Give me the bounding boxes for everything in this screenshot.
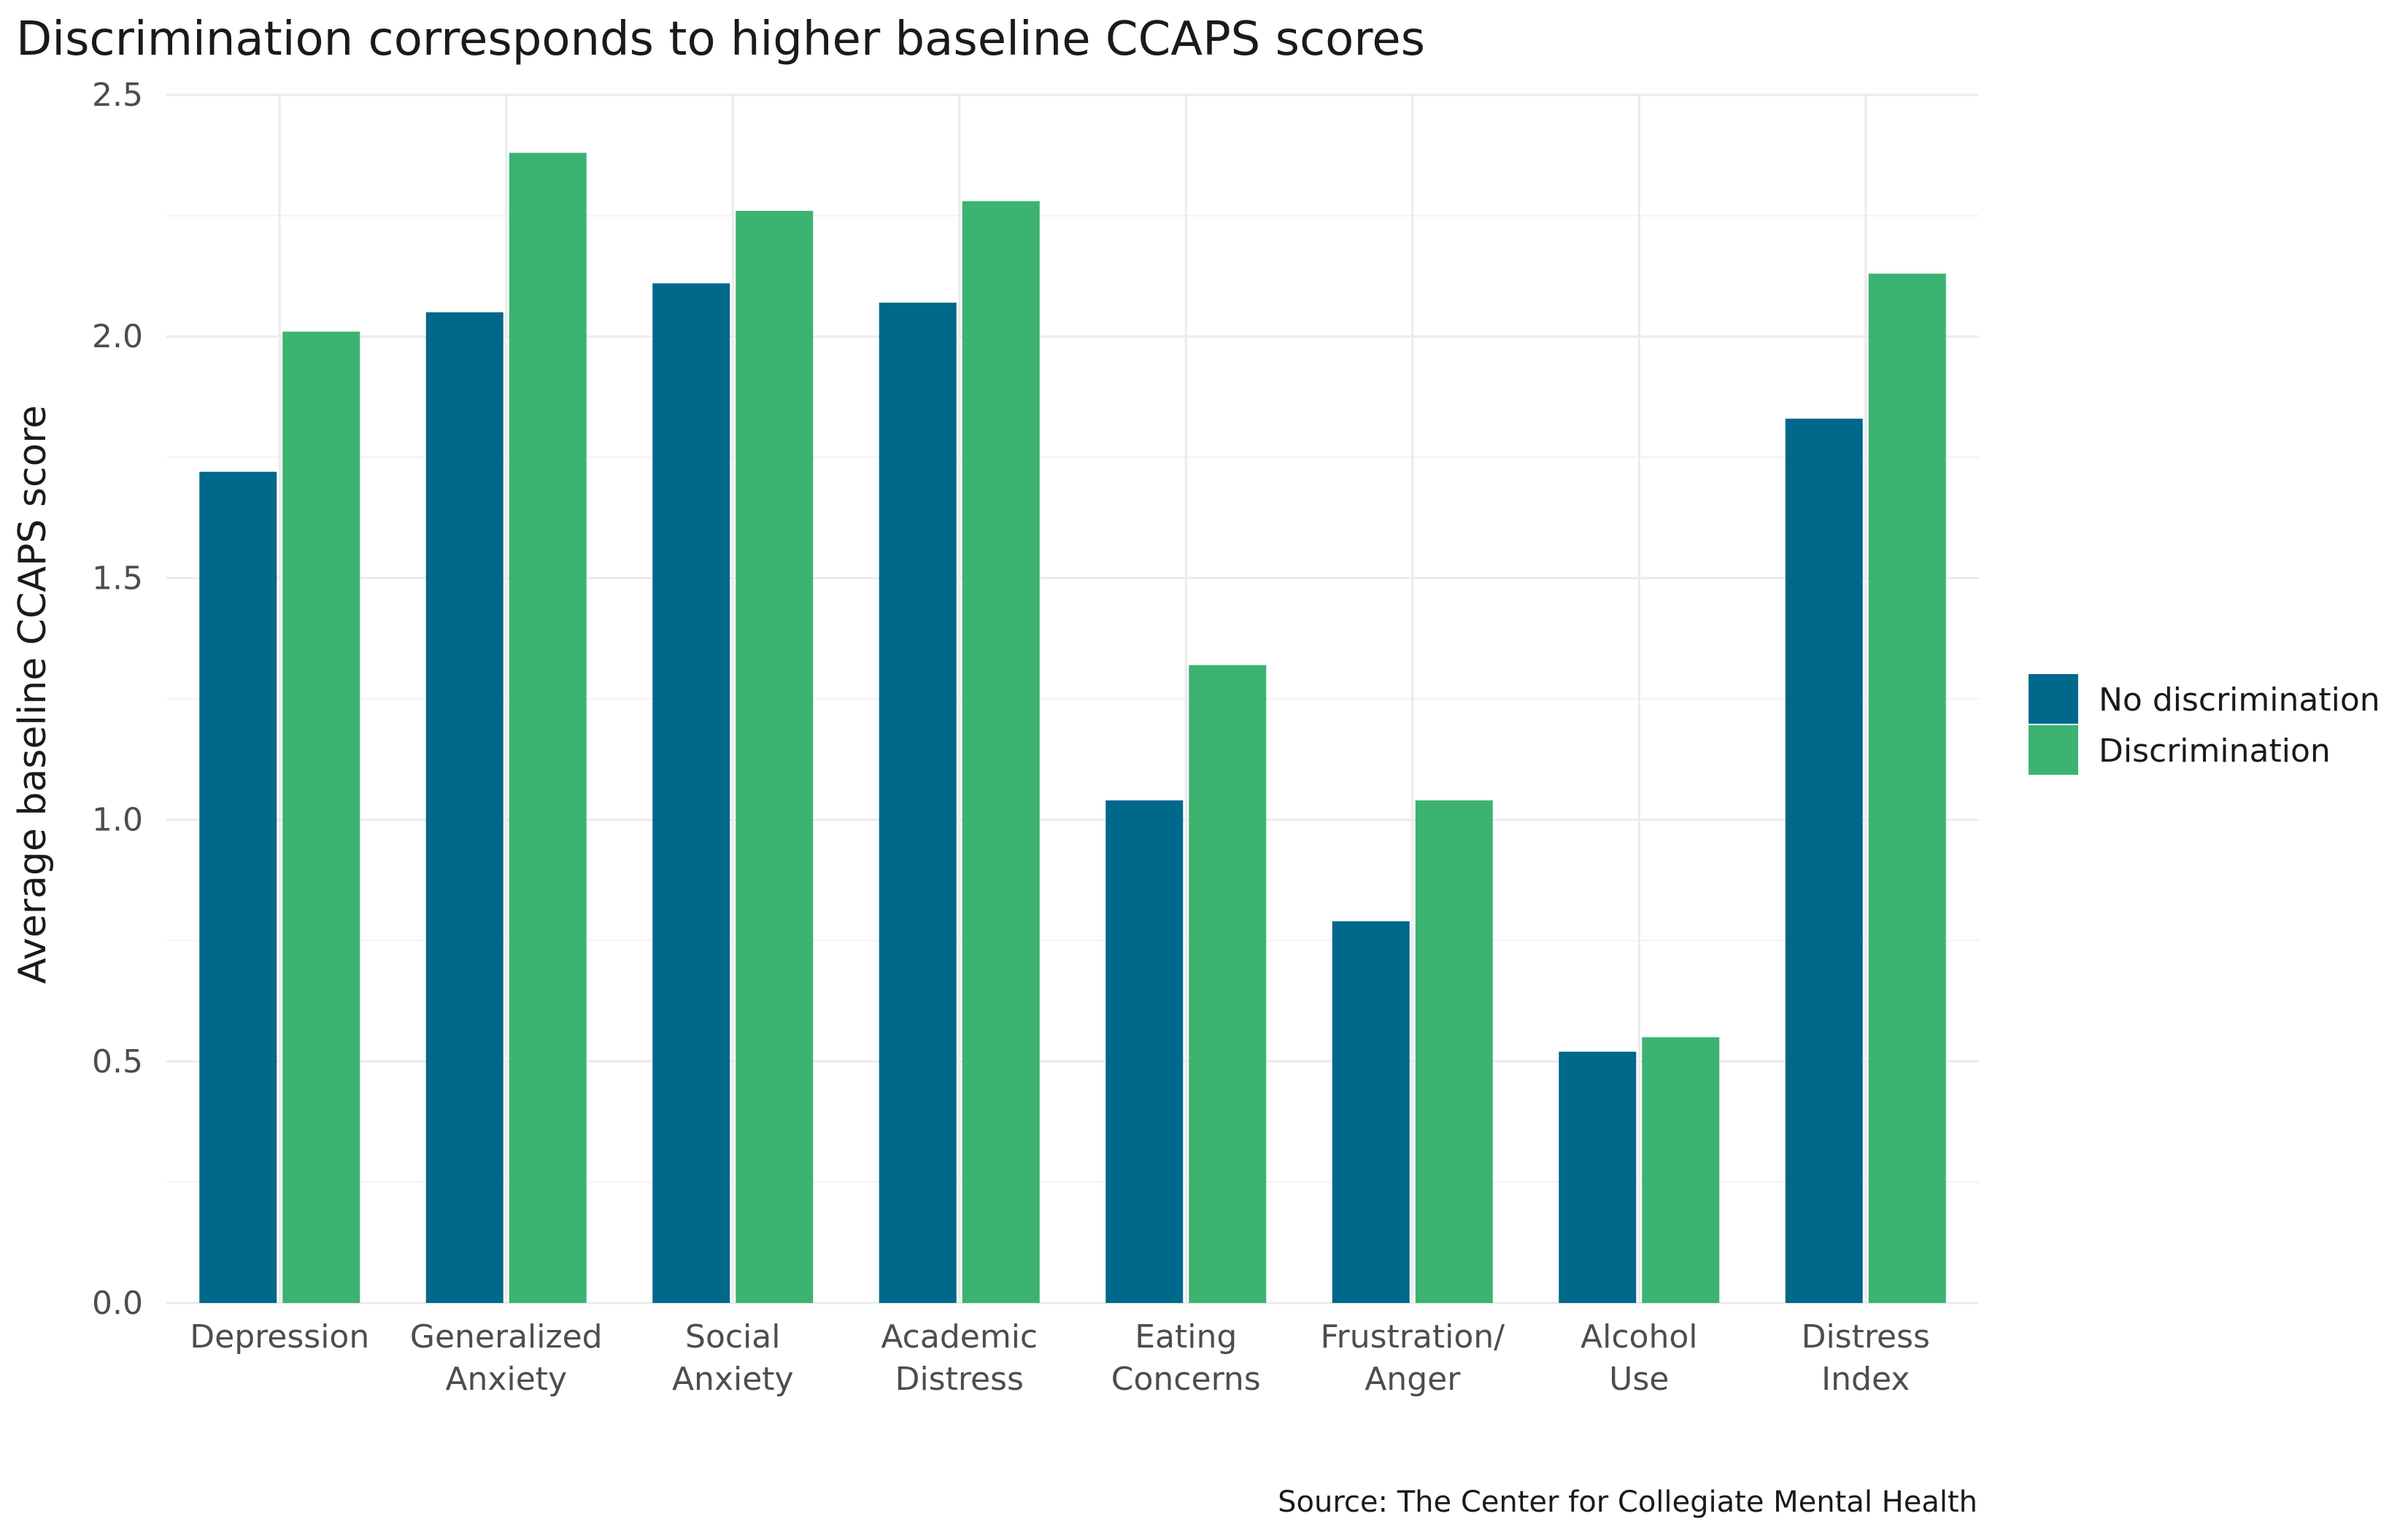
x-tick-label: Distress Index — [1802, 1318, 1930, 1398]
legend-swatch — [2029, 674, 2078, 724]
bar-discrimination — [736, 210, 814, 1303]
y-tick-label: 1.5 — [92, 560, 143, 597]
y-tick-label: 1.0 — [92, 802, 143, 839]
chart-title: Discrimination corresponds to higher bas… — [16, 12, 1425, 66]
x-tick-label: Eating Concerns — [1111, 1318, 1261, 1398]
legend-label: No discrimination — [2099, 681, 2380, 719]
bar-no-discrimination — [1105, 800, 1184, 1303]
y-axis-title: Average baseline CCAPS score — [11, 405, 55, 983]
y-tick-label: 2.5 — [92, 77, 143, 114]
legend: No discrimination Discrimination — [2029, 674, 2380, 775]
x-axis-ticks: Depression Generalized Anxiety Social Anxiet… — [190, 1318, 1930, 1398]
legend-label: Discrimination — [2099, 732, 2331, 770]
bar-no-discrimination — [1332, 921, 1410, 1303]
y-axis-ticks: 0.0 0.5 1.0 1.5 2.0 2.5 — [92, 77, 143, 1322]
bars — [199, 152, 1946, 1304]
bar-no-discrimination — [1785, 418, 1863, 1303]
bar-no-discrimination — [652, 283, 730, 1304]
bar-discrimination — [962, 201, 1040, 1303]
legend-swatch — [2029, 725, 2078, 775]
bar-no-discrimination — [879, 302, 957, 1303]
x-tick-label: Social Anxiety — [672, 1318, 794, 1398]
x-tick-label: Academic Distress — [881, 1318, 1038, 1398]
x-tick-label: Alcohol Use — [1581, 1318, 1697, 1398]
bar-discrimination — [1415, 800, 1493, 1303]
y-tick-label: 0.0 — [92, 1285, 143, 1322]
bar-discrimination — [1868, 274, 1946, 1303]
y-tick-label: 2.0 — [92, 318, 143, 355]
x-tick-label: Depression — [190, 1318, 369, 1356]
x-tick-label: Generalized Anxiety — [410, 1318, 603, 1398]
x-tick-label: Frustration/Anger — [1321, 1318, 1505, 1398]
y-tick-label: 0.5 — [92, 1043, 143, 1080]
bar-no-discrimination — [1559, 1051, 1637, 1303]
bar-discrimination — [509, 152, 587, 1303]
bar-no-discrimination — [199, 471, 277, 1303]
source-caption: Source: The Center for Collegiate Mental… — [1278, 1485, 1977, 1519]
bar-discrimination — [282, 331, 360, 1304]
bar-no-discrimination — [425, 312, 503, 1304]
bar-discrimination — [1189, 665, 1267, 1303]
bar-discrimination — [1642, 1037, 1720, 1303]
